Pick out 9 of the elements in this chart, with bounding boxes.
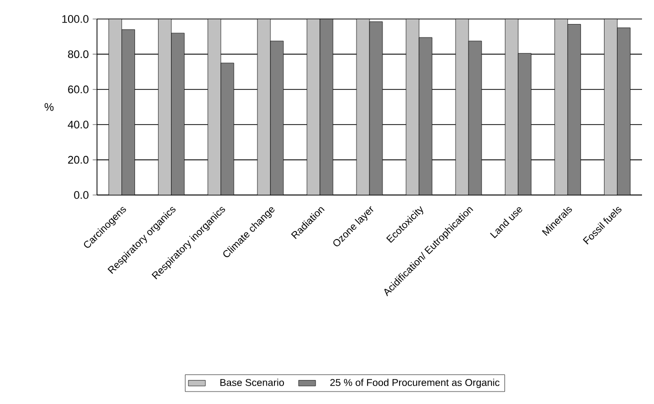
y-tick-label: 0.0 [74, 191, 88, 199]
legend-label: Base Scenario [220, 378, 284, 386]
y-axis-title: % [44, 103, 54, 111]
y-tick-label: 100.0 [62, 15, 88, 23]
y-tick-label: 80.0 [68, 50, 88, 58]
y-tick-label: 60.0 [68, 86, 88, 94]
legend-label: 25 % of Food Procurement as Organic [330, 378, 500, 388]
y-tick-label: 20.0 [68, 156, 88, 164]
y-tick-label: 40.0 [68, 120, 88, 128]
